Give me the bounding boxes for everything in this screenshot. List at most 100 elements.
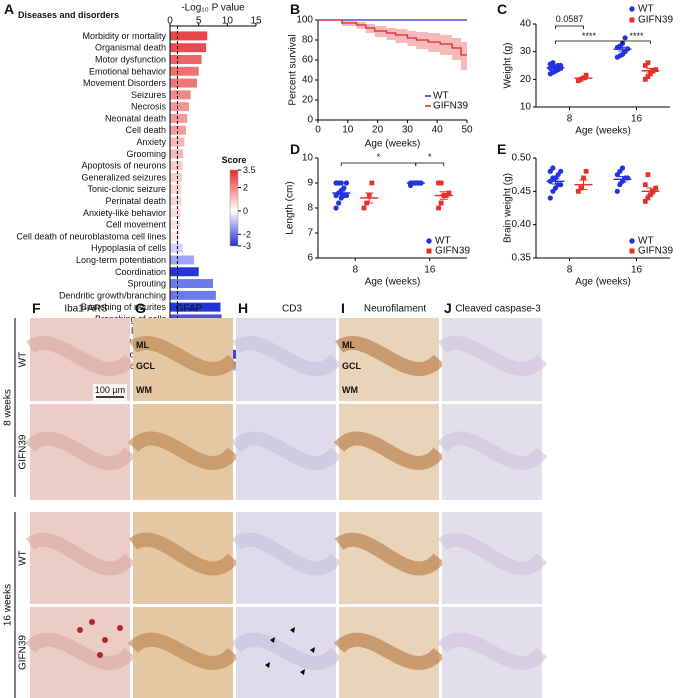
x-tick-label: 8 [567, 114, 573, 125]
x-axis-label: Age (weeks) [575, 126, 631, 137]
colorbar-title: Score [221, 155, 246, 165]
stain-cell [102, 637, 108, 643]
stain-label: CD3 [282, 304, 302, 315]
x-tick-label: 50 [461, 125, 473, 136]
data-point [333, 205, 339, 211]
tissue-layer [232, 336, 342, 376]
legend-label: GIFN39 [638, 246, 673, 257]
data-point [336, 200, 342, 206]
bar [170, 161, 183, 171]
panel-letter: D [290, 141, 300, 157]
category-label: Long-term potentiation [76, 255, 166, 265]
data-point [642, 182, 648, 188]
legend-swatch [426, 248, 432, 254]
category-label: Cell movement [106, 220, 167, 230]
category-label: Hypoplasia of cells [91, 243, 167, 253]
data-point [645, 60, 651, 66]
data-point [558, 182, 564, 188]
significance-label: **** [582, 31, 597, 41]
category-label: Generalized seizures [81, 172, 166, 182]
bar [170, 78, 197, 88]
data-point [436, 180, 441, 186]
tissue-layer [129, 336, 239, 376]
x-tick-label: 16 [631, 265, 643, 276]
layer-label: GCL [342, 361, 362, 371]
category-label: Cell death of neuroblastoma cell lines [16, 231, 166, 241]
data-point [645, 195, 651, 201]
tissue-layer [127, 431, 239, 470]
data-point [446, 190, 452, 196]
category-label: Seizures [131, 90, 167, 100]
data-point [653, 185, 659, 191]
category-label: Branching of neurites [81, 302, 167, 312]
tissue-layer [231, 532, 342, 576]
bar [170, 184, 182, 194]
bar [170, 90, 191, 100]
data-point [338, 180, 344, 186]
stain-label: Neurofilament [364, 304, 426, 315]
arrowhead [270, 637, 275, 643]
time-label: 16 weeks [3, 584, 14, 626]
significance-bracket [622, 40, 651, 44]
y-tick-label: 60 [302, 55, 314, 66]
y-axis-label: Percent survival [288, 34, 299, 105]
y-tick-label: 7 [307, 228, 313, 239]
data-point [438, 180, 444, 186]
category-label: Sprouting [127, 279, 166, 289]
y-tick-label: 8 [307, 203, 313, 214]
panel-letter: J [444, 300, 452, 316]
tissue-layer [333, 632, 445, 670]
bar [170, 220, 181, 230]
significance-bracket [555, 25, 584, 29]
data-point [550, 60, 556, 66]
significance-label: **** [629, 31, 644, 41]
data-point [578, 185, 584, 191]
data-point [558, 168, 564, 174]
category-label: Grooming [126, 149, 166, 159]
bar [170, 55, 202, 64]
y-axis-label: Brain weight (g) [503, 173, 514, 243]
data-point [614, 188, 620, 194]
data-point [645, 172, 651, 178]
y-tick-label: 20 [302, 95, 314, 106]
significance-bracket [555, 40, 623, 44]
data-point [622, 35, 628, 41]
tissue-layer [437, 532, 548, 576]
survival-line [318, 19, 467, 56]
bar [170, 31, 208, 41]
category-label: Neonatal death [105, 113, 166, 123]
x-tick-label: 0 [315, 125, 321, 136]
legend-label: GIFN39 [435, 246, 470, 257]
colorbar-tick-label: -3 [243, 241, 251, 251]
data-point [575, 188, 581, 194]
x-tick-label: 5 [196, 16, 202, 27]
tissue-layer [26, 336, 136, 376]
x-axis-label: Age (weeks) [575, 277, 631, 288]
error-bar [579, 179, 588, 190]
y-axis-label: Weight (g) [503, 43, 514, 89]
genotype-label: WT [18, 550, 29, 566]
legend-label: WT [638, 236, 654, 247]
x-tick-label: 8 [567, 265, 573, 276]
error-bar [337, 190, 346, 196]
data-point [575, 78, 581, 84]
panel-letter: B [290, 1, 300, 17]
panel-letter: H [238, 300, 248, 316]
data-point [648, 71, 653, 77]
bar [170, 208, 181, 218]
error-bar [618, 176, 627, 183]
panel-letter: C [497, 1, 507, 17]
legend-label: WT [638, 4, 654, 15]
data-point [619, 165, 626, 171]
x-tick-label: 0 [167, 16, 173, 27]
data-point [583, 168, 589, 174]
y-tick-label: 0 [307, 115, 313, 126]
y-tick-label: 40 [302, 75, 314, 86]
significance-label: 0.0587 [556, 14, 584, 24]
x-tick-label: 15 [250, 16, 262, 27]
y-tick-label: 0.35 [512, 253, 532, 264]
x-tick-label: 10 [222, 16, 234, 27]
tissue-layer [127, 632, 239, 670]
colorbar-tick-label: 0 [243, 206, 248, 216]
